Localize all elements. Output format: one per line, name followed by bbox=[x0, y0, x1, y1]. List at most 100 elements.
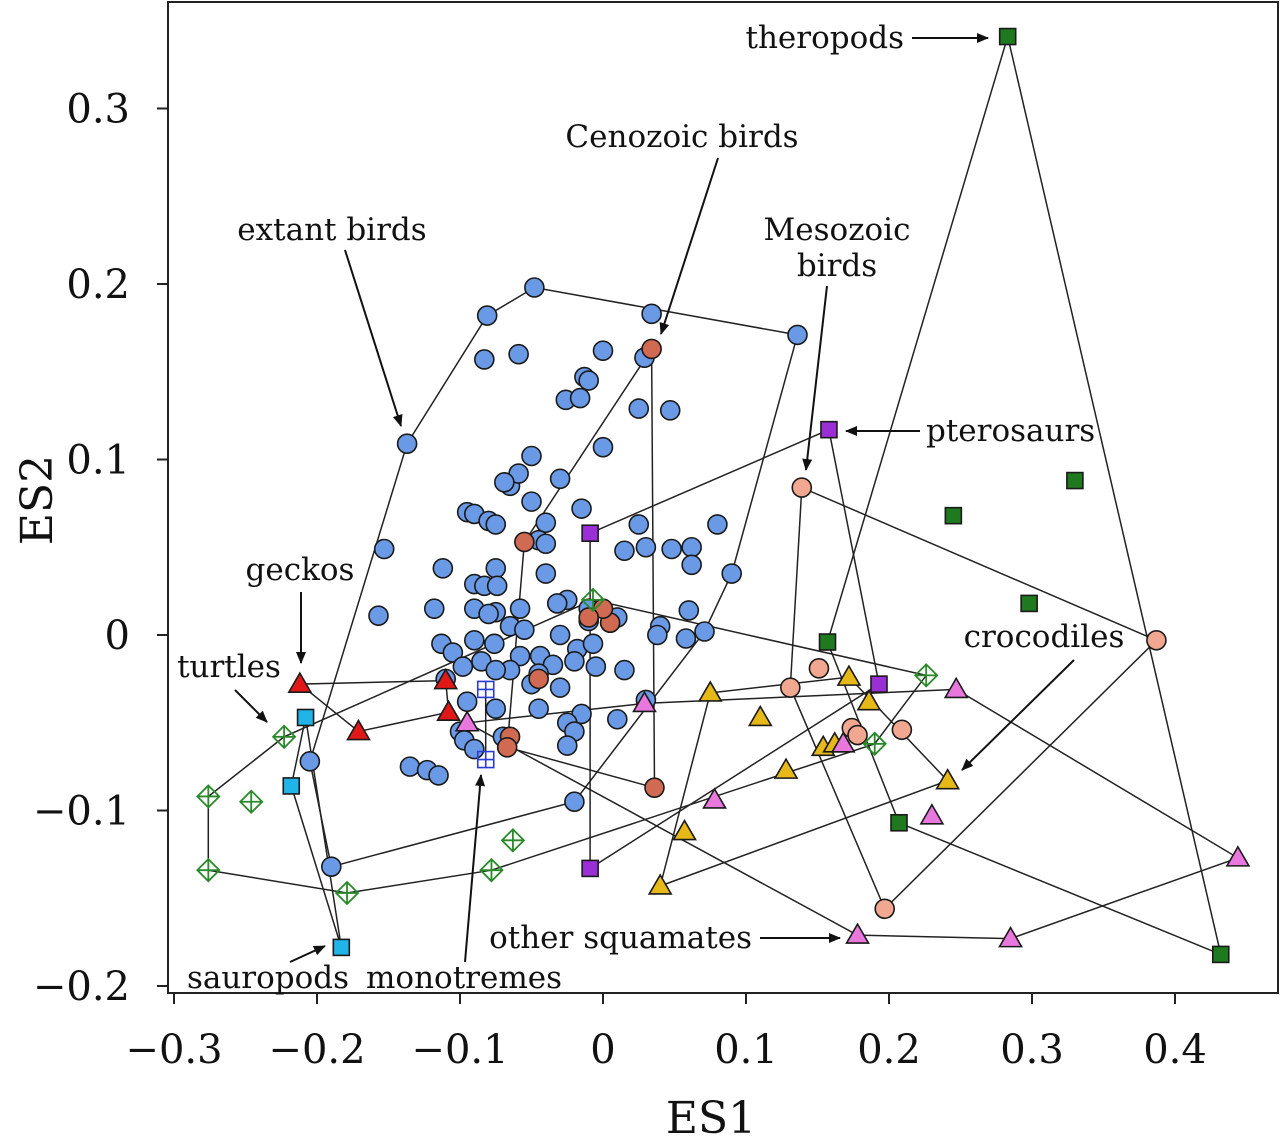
series-mesozoic-birds bbox=[780, 477, 1167, 920]
extant-birds-point bbox=[628, 514, 650, 535]
extant-birds-point bbox=[675, 628, 697, 649]
series-cenozoic-birds bbox=[496, 338, 665, 798]
cenozoic-birds-point bbox=[514, 531, 535, 553]
label-geckos: geckos bbox=[246, 552, 355, 588]
other-squamates-point bbox=[702, 787, 727, 809]
x-tick-label: −0.3 bbox=[125, 1027, 222, 1073]
extant-birds-point bbox=[432, 558, 454, 579]
x-axis-title: ES1 bbox=[666, 1093, 756, 1144]
sauropods-point bbox=[296, 708, 315, 727]
extant-birds-point bbox=[635, 536, 657, 558]
series-sauropods bbox=[282, 708, 351, 957]
mesozoic-birds-point bbox=[891, 719, 913, 741]
x-tick-label: 0.4 bbox=[1143, 1027, 1207, 1073]
y-axis-title: ES2 bbox=[12, 455, 63, 545]
y-tick-label: 0 bbox=[105, 613, 130, 659]
cenozoic-birds-point bbox=[578, 607, 600, 628]
extant-birds-point bbox=[485, 698, 507, 720]
label-extant-birds: extant birds bbox=[237, 212, 426, 248]
extant-birds-point bbox=[787, 324, 808, 346]
y-tick-label: −0.1 bbox=[33, 789, 130, 835]
outline-mesozoic-birds bbox=[789, 486, 1158, 911]
extant-birds-point bbox=[582, 633, 604, 655]
extant-birds-point bbox=[478, 603, 499, 625]
geckos-point bbox=[346, 718, 371, 741]
extant-birds-point bbox=[368, 605, 389, 626]
extant-birds-point bbox=[396, 433, 418, 455]
extant-birds-point bbox=[463, 738, 485, 760]
data-points bbox=[196, 27, 1251, 964]
extant-birds-point bbox=[486, 575, 508, 597]
arrow-cenozoic-birds bbox=[659, 157, 719, 335]
outline-sauropods bbox=[290, 717, 343, 948]
label-other-squamates: other squamates bbox=[489, 920, 752, 956]
label-cenozoic-birds: Cenozoic birds bbox=[565, 119, 798, 155]
extant-birds-point bbox=[681, 536, 702, 558]
outline-theropods bbox=[826, 33, 1222, 956]
other-squamates-point bbox=[454, 710, 480, 732]
extant-birds-point bbox=[514, 619, 535, 641]
crocodiles-point bbox=[935, 768, 961, 790]
mesozoic-birds-point bbox=[780, 677, 801, 698]
label-mesozoic-birds-line2: birds bbox=[797, 248, 877, 284]
group-outlines bbox=[207, 33, 1240, 956]
extant-birds-point bbox=[442, 642, 464, 663]
crocodiles-point bbox=[697, 680, 723, 702]
extant-birds-point bbox=[647, 624, 668, 646]
turtles-point bbox=[334, 880, 360, 906]
extant-birds-point bbox=[628, 398, 650, 419]
crocodiles-point bbox=[836, 664, 862, 686]
x-tick-label: 0.3 bbox=[1000, 1027, 1064, 1073]
extant-birds-point bbox=[456, 691, 478, 712]
extant-birds-point bbox=[592, 436, 614, 458]
extant-birds-point bbox=[564, 791, 585, 813]
extant-birds-point bbox=[428, 765, 449, 786]
extant-birds-point bbox=[535, 512, 557, 533]
extant-birds-point bbox=[509, 598, 531, 619]
sauropods-point bbox=[332, 938, 351, 957]
extant-birds-point bbox=[524, 277, 545, 298]
turtles-point bbox=[271, 724, 297, 750]
arrow-crocodiles bbox=[961, 659, 1075, 771]
series-crocodiles bbox=[647, 664, 961, 895]
extant-birds-point bbox=[509, 645, 531, 667]
extant-birds-point bbox=[423, 598, 445, 619]
monotremes-point bbox=[476, 750, 495, 769]
series-other-squamates bbox=[454, 676, 1251, 948]
mesozoic-birds-point bbox=[791, 477, 813, 498]
x-tick-label: −0.1 bbox=[411, 1027, 508, 1073]
extant-birds-point bbox=[592, 340, 614, 361]
theropods-point bbox=[890, 813, 908, 832]
theropods-point bbox=[998, 27, 1017, 46]
theropods-point bbox=[818, 633, 837, 651]
extant-birds-point bbox=[521, 491, 542, 512]
other-squamates-point bbox=[845, 922, 870, 944]
monotremes-point bbox=[476, 680, 495, 699]
mesozoic-birds-point bbox=[847, 724, 868, 746]
annotations: theropods Cenozoic birds extant birds Me… bbox=[177, 20, 1124, 996]
series-monotremes bbox=[476, 680, 495, 769]
y-tick-label: 0.2 bbox=[66, 262, 130, 308]
turtles-point bbox=[479, 857, 504, 883]
theropods-point bbox=[1066, 471, 1084, 490]
cenozoic-birds-point bbox=[641, 338, 662, 360]
label-theropods: theropods bbox=[745, 20, 904, 56]
extant-birds-point bbox=[681, 554, 702, 576]
turtles-point bbox=[196, 784, 221, 809]
x-tick-label: −0.2 bbox=[268, 1027, 365, 1073]
label-mesozoic-birds-line1: Mesozoic bbox=[764, 212, 911, 248]
extant-birds-point bbox=[606, 708, 628, 730]
extant-birds-point bbox=[694, 621, 715, 642]
extant-birds-point bbox=[578, 370, 600, 391]
extant-birds-point bbox=[320, 856, 342, 877]
arrow-extant-birds bbox=[344, 249, 403, 427]
mesozoic-birds-point bbox=[808, 658, 830, 679]
extant-birds-point bbox=[678, 600, 700, 621]
extant-birds-point bbox=[721, 563, 743, 584]
other-squamates-point bbox=[830, 731, 856, 753]
y-tick-label: 0.3 bbox=[66, 87, 130, 133]
mesozoic-birds-point bbox=[1146, 629, 1167, 651]
extant-birds-point bbox=[585, 656, 607, 677]
turtles-point bbox=[580, 587, 606, 613]
